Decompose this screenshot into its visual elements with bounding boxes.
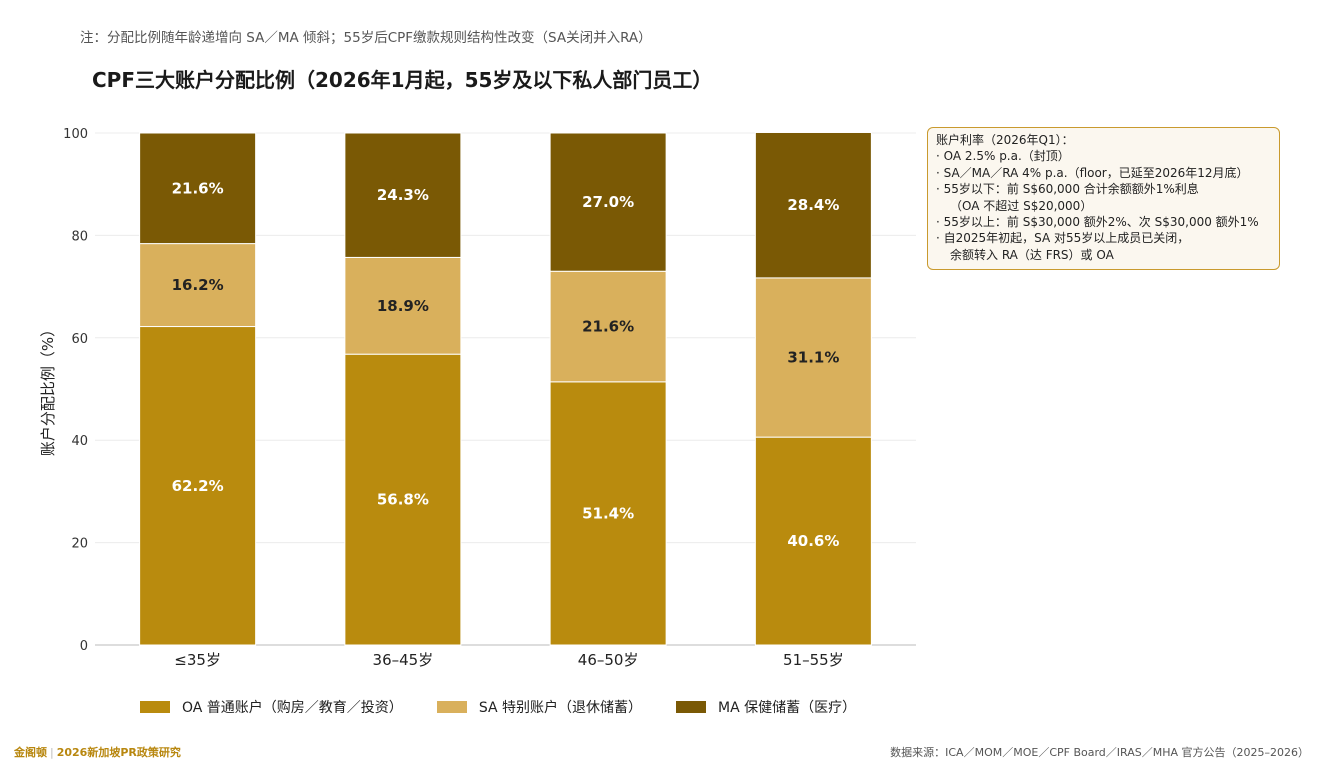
data-label: 18.9%: [377, 297, 429, 315]
bar-sa-segment: [549, 270, 667, 383]
infobox-line: · 55岁以下：前 S$60,000 合计余额额外1%利息: [936, 182, 1199, 197]
infobox-line: · OA 2.5% p.a.（封顶）: [936, 149, 1070, 164]
report-name: 2026新加坡PR政策研究: [56, 746, 181, 759]
bar-oa-segment: [344, 353, 462, 646]
x-tick-label: 51–55岁: [783, 651, 844, 669]
interest-rate-infobox: 账户利率（2026年Q1）： · OA 2.5% p.a.（封顶） · SA／M…: [927, 127, 1280, 270]
y-tick-label: 60: [71, 332, 88, 347]
x-tick-label: 46–50岁: [578, 651, 639, 669]
y-tick-label: 100: [63, 127, 88, 142]
bar-ma-segment: [344, 132, 462, 258]
data-label: 62.2%: [172, 477, 224, 495]
footer-brand: 金阁顿 | 2026新加坡PR政策研究: [14, 746, 181, 759]
bar-ma-segment: [754, 131, 872, 279]
x-tick-label: 36–45岁: [373, 651, 434, 669]
infobox-line: · 55岁以上：前 S$30,000 额外2%、次 S$30,000 额外1%: [936, 215, 1259, 230]
legend-label-ma: MA 保健储蓄（医疗）: [718, 700, 857, 716]
y-axis-label: 账户分配比例（%）: [39, 322, 57, 456]
bar-sa-segment: [139, 243, 257, 328]
legend-swatch-sa: [436, 701, 467, 713]
bar-oa-segment: [139, 326, 257, 646]
legend-swatch-ma: [676, 701, 706, 713]
data-label: 31.1%: [787, 349, 839, 367]
data-label: 16.2%: [172, 276, 224, 294]
bar-sa-segment: [344, 256, 462, 355]
data-label: 21.6%: [172, 179, 224, 197]
infobox-title: 账户利率（2026年Q1）：: [936, 133, 1074, 147]
infobox-line: （OA 不超过 S$20,000）: [950, 198, 1093, 213]
data-label: 21.6%: [582, 318, 634, 336]
legend-item-sa: SA 特别账户（退休储蓄）: [436, 697, 642, 717]
bar-oa-segment: [549, 381, 667, 646]
bar-ma-segment: [549, 132, 667, 272]
data-label: 56.8%: [377, 491, 429, 509]
brand-name: 金阁顿: [14, 746, 47, 759]
infobox-line: · SA／MA／RA 4% p.a.（floor，已延至2026年12月底）: [936, 165, 1249, 180]
data-label: 28.4%: [787, 196, 839, 214]
y-tick-label: 80: [71, 229, 88, 244]
y-tick-label: 40: [71, 434, 88, 449]
legend-label-sa: SA 特别账户（退休储蓄）: [478, 700, 642, 716]
chart-note: 注：分配比例随年龄递增向 SA／MA 倾斜；55岁后CPF缴款规则结构性改变（S…: [80, 30, 652, 46]
bar-sa-segment: [754, 277, 872, 438]
infobox-line: · 自2025年初起，SA 对55岁以上成员已关闭，: [936, 231, 1190, 246]
chart-title: CPF三大账户分配比例（2026年1月起，55岁及以下私人部门员工）: [92, 68, 713, 92]
y-tick-label: 20: [71, 537, 88, 552]
legend-item-ma: MA 保健储蓄（医疗）: [676, 697, 856, 717]
legend-swatch-oa: [140, 701, 170, 713]
chart-legend: OA 普通账户（购房／教育／投资） SA 特别账户（退休储蓄） MA 保健储蓄（…: [140, 697, 890, 717]
legend-item-oa: OA 普通账户（购房／教育／投资）: [140, 697, 403, 717]
data-label: 27.0%: [582, 193, 634, 211]
footer-source: 数据来源：ICA／MOM／MOE／CPF Board／IRAS／MHA 官方公告…: [890, 746, 1309, 759]
y-tick-label: 0: [80, 639, 88, 654]
infobox-line: 余额转入 RA（达 FRS）或 OA: [950, 247, 1114, 262]
data-label: 51.4%: [582, 504, 634, 522]
data-label: 40.6%: [787, 532, 839, 550]
bar-ma-segment: [139, 132, 257, 245]
x-tick-label: ≤35岁: [174, 651, 221, 669]
data-label: 24.3%: [377, 186, 429, 204]
bar-oa-segment: [754, 436, 872, 646]
legend-label-oa: OA 普通账户（购房／教育／投资）: [182, 700, 403, 716]
